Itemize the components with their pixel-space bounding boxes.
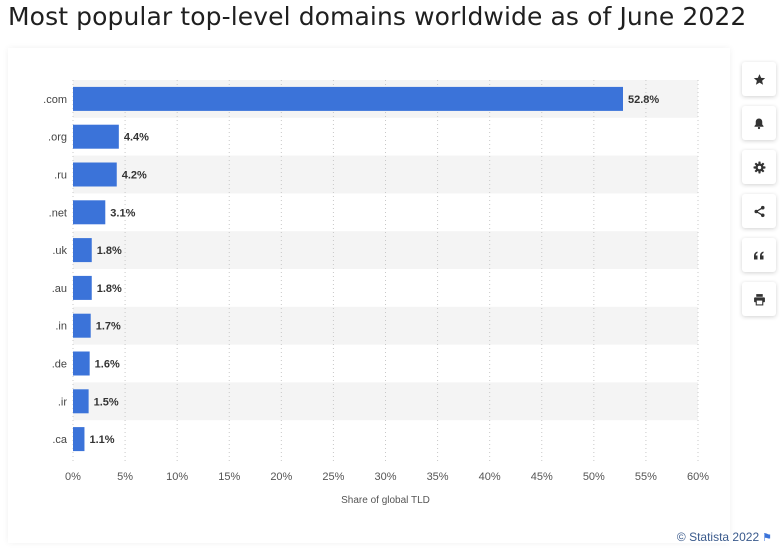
cite-button[interactable] (742, 238, 776, 272)
quote-icon (754, 251, 764, 259)
x-tick-label: 35% (427, 471, 449, 483)
x-tick-label: 15% (218, 471, 240, 483)
star-icon (753, 73, 765, 85)
category-label: .de (52, 359, 67, 371)
bar (73, 162, 117, 187)
x-tick-label: 40% (479, 471, 501, 483)
value-label: 1.1% (89, 434, 114, 446)
bell-icon (754, 118, 764, 129)
value-label: 1.6% (95, 359, 120, 371)
category-label: .com (43, 94, 67, 106)
value-label: 1.8% (97, 245, 122, 257)
share-icon (753, 205, 765, 217)
x-tick-label: 45% (531, 471, 553, 483)
value-label: 1.7% (96, 321, 121, 333)
value-label: 52.8% (628, 94, 659, 106)
bar (73, 275, 92, 300)
x-axis-label: Share of global TLD (341, 495, 430, 506)
print-icon (753, 293, 765, 305)
category-label: .org (48, 132, 67, 144)
favorite-button[interactable] (742, 62, 776, 96)
x-tick-label: 5% (117, 471, 133, 483)
category-label: .net (49, 207, 67, 219)
bar (73, 86, 623, 111)
bar (73, 124, 119, 149)
value-label: 4.2% (122, 170, 147, 182)
x-tick-label: 0% (65, 471, 81, 483)
category-label: .ir (58, 396, 68, 408)
value-label: 4.4% (124, 132, 149, 144)
print-button[interactable] (742, 282, 776, 316)
page-title: Most popular top-level domains worldwide… (8, 2, 747, 31)
x-tick-label: 50% (583, 471, 605, 483)
category-label: .ca (52, 434, 68, 446)
bar (73, 351, 90, 376)
row-band (73, 155, 698, 194)
bar-chart: 0% 5% 10% 15% 20% 25% 30% 35% 40% 45% 50% 55% 60% Sha… (43, 80, 709, 506)
chart-toolbar (742, 62, 776, 326)
value-label: 1.8% (97, 283, 122, 295)
settings-button[interactable] (742, 150, 776, 184)
flag-icon: ⚑ (762, 532, 772, 544)
category-label: .au (52, 283, 67, 295)
gear-icon (753, 161, 765, 173)
row-band (73, 306, 698, 345)
x-tick-label: 55% (635, 471, 657, 483)
source-credit-link[interactable]: © Statista 2022 ⚑ (677, 530, 772, 544)
value-label: 1.5% (94, 396, 119, 408)
row-band (73, 231, 698, 269)
bar (73, 389, 89, 414)
bar (73, 200, 106, 225)
bar (73, 427, 85, 452)
x-tick-label: 60% (687, 471, 709, 483)
category-label: .in (55, 321, 67, 333)
x-tick-label: 30% (374, 471, 396, 483)
category-label: .ru (54, 170, 67, 182)
x-tick-label: 20% (270, 471, 292, 483)
notification-button[interactable] (742, 106, 776, 140)
credit-text: © Statista 2022 (676, 530, 760, 544)
x-tick-label: 25% (322, 471, 344, 483)
bar (73, 238, 92, 263)
category-label: .uk (52, 245, 67, 257)
chart-card: 0% 5% 10% 15% 20% 25% 30% 35% 40% 45% 50% 55% 60% Sha… (8, 48, 730, 543)
share-button[interactable] (742, 194, 776, 228)
value-label: 3.1% (110, 207, 135, 219)
bar (73, 313, 91, 338)
x-tick-label: 10% (166, 471, 188, 483)
